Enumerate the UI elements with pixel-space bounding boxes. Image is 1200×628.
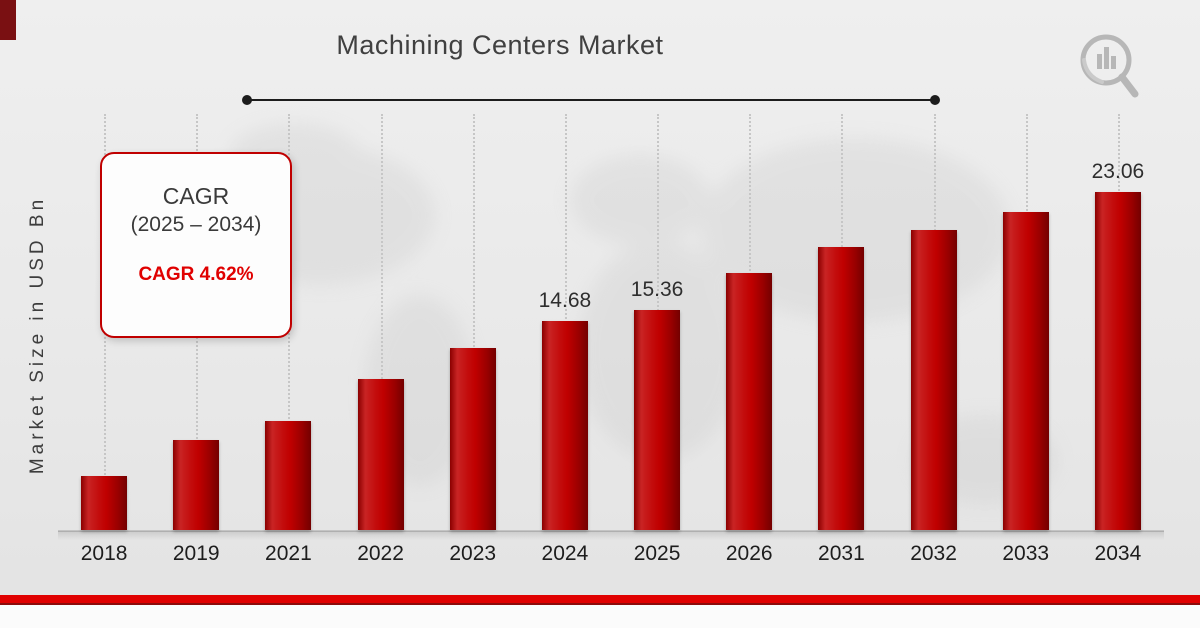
x-tick-label-2032: 2032 bbox=[910, 542, 957, 565]
bar-2032 bbox=[910, 230, 957, 530]
y-axis-label: Market Size in USD Bn bbox=[27, 195, 48, 475]
bar-column-2032: 2032 bbox=[887, 112, 979, 565]
bar-column-2033: 2033 bbox=[980, 112, 1072, 565]
bar-column-2022: 2022 bbox=[334, 112, 426, 565]
title-underline bbox=[242, 95, 940, 105]
x-tick-label-2018: 2018 bbox=[80, 542, 128, 565]
baseline-shadow bbox=[58, 531, 1164, 540]
bar-column-2024: 14.68 2024 bbox=[519, 112, 611, 565]
bar-2034 bbox=[1094, 192, 1141, 530]
corner-accent-bar bbox=[0, 0, 16, 40]
x-tick-label-2022: 2022 bbox=[357, 542, 404, 565]
bar-value-label-2024: 14.68 bbox=[538, 289, 592, 312]
bar-column-2025: 15.36 2025 bbox=[611, 112, 703, 565]
footer-strip bbox=[0, 605, 1200, 628]
bar-2021 bbox=[265, 421, 312, 530]
x-tick-label-2019: 2019 bbox=[172, 542, 220, 565]
bar-2031 bbox=[818, 247, 865, 530]
x-tick-label-2025: 2025 bbox=[633, 542, 681, 565]
bar-2018 bbox=[81, 476, 128, 530]
bar-2022 bbox=[357, 379, 404, 530]
cagr-value: CAGR 4.62% bbox=[138, 264, 254, 286]
bar-column-2034: 23.06 2034 bbox=[1072, 112, 1164, 565]
bottom-red-rule-shadow bbox=[0, 603, 1200, 605]
x-tick-label-2034: 2034 bbox=[1094, 542, 1142, 565]
bar-2023 bbox=[449, 348, 496, 530]
x-tick-label-2021: 2021 bbox=[265, 542, 312, 565]
line-endpoint-dot-left bbox=[242, 95, 252, 105]
bar-2019 bbox=[173, 440, 220, 530]
bar-2025 bbox=[634, 310, 681, 530]
line-endpoint-dot-right bbox=[930, 95, 940, 105]
bar-2026 bbox=[726, 273, 773, 530]
cagr-heading: CAGR bbox=[162, 183, 230, 209]
cagr-callout-box: CAGR (2025 – 2034) CAGR 4.62% bbox=[100, 152, 292, 338]
bar-column-2026: 2026 bbox=[703, 112, 795, 565]
bar-value-label-2034: 23.06 bbox=[1091, 160, 1145, 183]
bar-value-label-2025: 15.36 bbox=[630, 278, 684, 301]
chart-title: Machining Centers Market bbox=[336, 30, 664, 60]
bar-column-2031: 2031 bbox=[795, 112, 887, 565]
bar-2024 bbox=[541, 321, 588, 530]
bar-2033 bbox=[1002, 212, 1049, 530]
cagr-range: (2025 – 2034) bbox=[130, 212, 262, 236]
x-tick-label-2031: 2031 bbox=[818, 542, 865, 565]
bar-column-2023: 2023 bbox=[427, 112, 519, 565]
bottom-red-rule bbox=[0, 595, 1200, 603]
x-tick-label-2033: 2033 bbox=[1002, 542, 1050, 565]
magnifier-bar-chart-logo-icon bbox=[1080, 34, 1139, 98]
x-tick-label-2026: 2026 bbox=[725, 542, 773, 565]
x-tick-label-2023: 2023 bbox=[449, 542, 497, 565]
x-tick-label-2024: 2024 bbox=[541, 542, 589, 565]
